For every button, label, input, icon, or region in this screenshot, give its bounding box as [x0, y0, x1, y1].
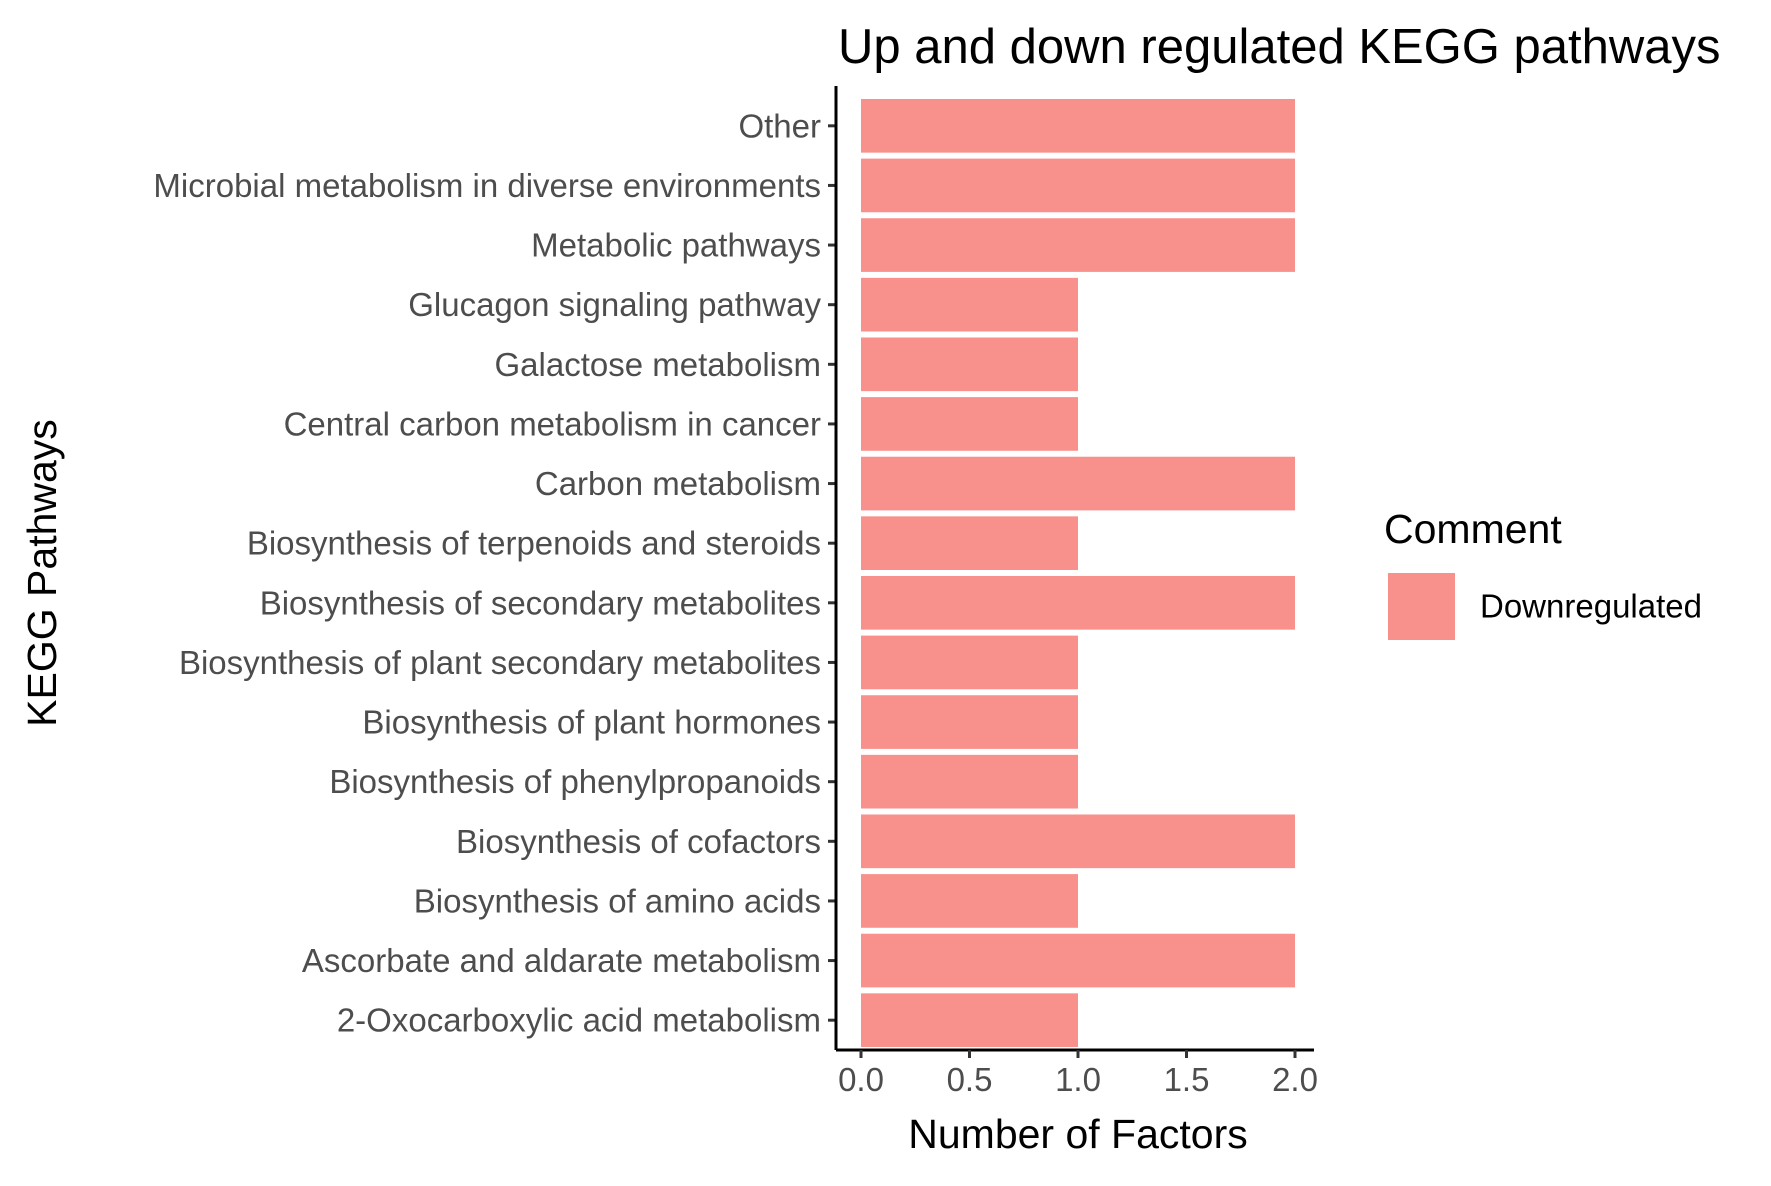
chart-title: Up and down regulated KEGG pathways: [838, 20, 1721, 74]
bar-other: [861, 98, 1295, 153]
y-tick-label: Carbon metabolism: [535, 465, 821, 502]
y-tick-label: Ascorbate and aldarate metabolism: [302, 942, 821, 979]
bar-biosynthesis-of-plant-secondary-metabolites: [861, 635, 1078, 690]
x-tick-label: 1.5: [1164, 1061, 1210, 1098]
bar-carbon-metabolism: [861, 456, 1295, 511]
y-tick-label: Biosynthesis of amino acids: [414, 882, 821, 919]
y-tick-label: Microbial metabolism in diverse environm…: [153, 167, 821, 204]
bar-glucagon-signaling-pathway: [861, 277, 1078, 332]
x-tick-label: 1.0: [1055, 1061, 1101, 1098]
bar-biosynthesis-of-secondary-metabolites: [861, 575, 1295, 630]
y-tick-label: Glucagon signaling pathway: [408, 286, 821, 323]
bar-microbial-metabolism-in-diverse-environments: [861, 158, 1295, 213]
bar-metabolic-pathways: [861, 218, 1295, 272]
legend-title: Comment: [1384, 506, 1562, 552]
bar-biosynthesis-of-terpenoids-and-steroids: [861, 516, 1078, 571]
y-axis: Other Microbial metabolism in diverse env…: [153, 86, 838, 1050]
bar-galactose-metabolism: [861, 337, 1078, 392]
y-tick-label: Central carbon metabolism in cancer: [284, 405, 821, 442]
y-tick-label: Biosynthesis of secondary metabolites: [260, 584, 821, 621]
legend-swatch-downregulated: [1388, 573, 1455, 640]
bar-biosynthesis-of-plant-hormones: [861, 695, 1078, 749]
x-tick-label: 0.5: [947, 1061, 993, 1098]
x-axis: 0.0 0.5 1.0 1.5 2.0: [836, 1048, 1318, 1098]
y-tick-label: Biosynthesis of plant hormones: [362, 704, 821, 741]
y-tick-label: Biosynthesis of terpenoids and steroids: [247, 525, 821, 562]
bar-2-oxocarboxylic-acid-metabolism: [861, 993, 1078, 1048]
y-tick-label: Biosynthesis of cofactors: [456, 823, 821, 860]
bar-biosynthesis-of-amino-acids: [861, 874, 1078, 928]
bar-ascorbate-and-aldarate-metabolism: [861, 933, 1295, 988]
y-tick-label: Galactose metabolism: [495, 346, 821, 383]
bar-central-carbon-metabolism-in-cancer: [861, 397, 1078, 451]
x-tick-label: 2.0: [1272, 1061, 1318, 1098]
y-tick-label: Other: [738, 107, 821, 144]
y-tick-label: Biosynthesis of phenylpropanoids: [329, 763, 821, 800]
y-tick-label: 2-Oxocarboxylic acid metabolism: [337, 1002, 821, 1039]
x-tick-label: 0.0: [838, 1061, 884, 1098]
legend-label-downregulated: Downregulated: [1480, 588, 1702, 625]
bar-biosynthesis-of-phenylpropanoids: [861, 754, 1078, 809]
y-tick-label: Biosynthesis of plant secondary metaboli…: [179, 644, 821, 681]
bar-biosynthesis-of-cofactors: [861, 814, 1295, 869]
y-tick-label: Metabolic pathways: [531, 227, 821, 264]
y-axis-title: KEGG Pathways: [19, 419, 65, 727]
bars-group: [861, 98, 1295, 1048]
x-axis-title: Number of Factors: [908, 1111, 1248, 1157]
